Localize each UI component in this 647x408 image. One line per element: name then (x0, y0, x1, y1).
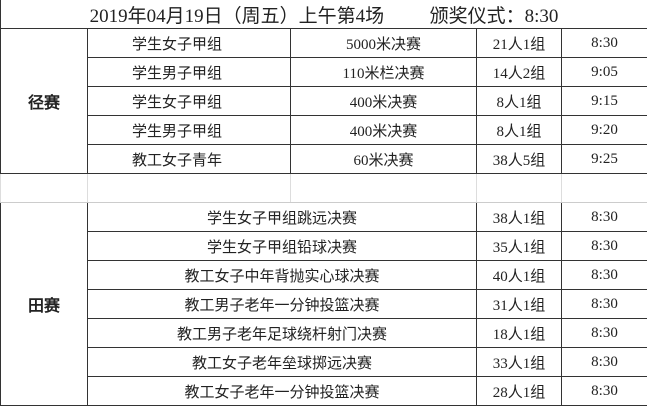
table-row: 田赛 学生女子甲组跳远决赛 38人1组 8:30 (0, 202, 647, 406)
schedule-title: 2019年04月19日（周五）上午第4场 颁奖仪式：8:30 (0, 0, 647, 29)
title-row: 2019年04月19日（周五）上午第4场 颁奖仪式：8:30 (0, 0, 647, 29)
entrants-cell: 35人1组 (476, 231, 562, 261)
group-cell: 教工女子青年 (87, 144, 291, 174)
table-row: 学生男子甲组 110米栏决赛 14人2组 9:05 (1, 57, 647, 87)
entrants-cell: 14人2组 (476, 57, 562, 87)
group-cell: 学生男子甲组 (87, 57, 291, 87)
table-row: 教工男子老年一分钟投篮决赛 31人1组 8:30 (1, 289, 647, 319)
event-cell: 教工男子老年足球绕杆射门决赛 (87, 318, 477, 348)
time-cell: 8:30 (560, 289, 647, 319)
table-row: 教工女子青年 60米决赛 38人5组 9:25 (1, 144, 647, 174)
entrants-cell: 28人1组 (476, 376, 562, 406)
table-row: 学生男子甲组 400米决赛 8人1组 9:20 (1, 115, 647, 145)
time-cell: 8:30 (560, 347, 647, 377)
field-section: 田赛 学生女子甲组跳远决赛 38人1组 8:30 学生女子甲组铅球决赛 35人1组 8:30… (0, 202, 647, 406)
time-cell: 8:30 (560, 260, 647, 290)
time-cell: 8:30 (560, 231, 647, 261)
event-cell: 110米栏决赛 (290, 57, 477, 87)
entrants-cell: 31人1组 (476, 289, 562, 319)
table-row: 径赛 学生女子甲组 5000米决赛 21人1组 8:30 (0, 28, 647, 174)
entrants-cell: 38人1组 (476, 202, 562, 232)
table-row: 教工男子老年足球绕杆射门决赛 18人1组 8:30 (1, 318, 647, 348)
category-label: 田赛 (0, 202, 88, 406)
group-cell: 学生男子甲组 (87, 115, 291, 145)
table-row: 教工女子老年垒球掷远决赛 33人1组 8:30 (1, 347, 647, 377)
entrants-cell: 33人1组 (476, 347, 562, 377)
entrants-cell: 8人1组 (476, 115, 562, 145)
time-cell: 8:30 (560, 28, 647, 58)
entrants-cell: 18人1组 (476, 318, 562, 348)
group-cell: 学生女子甲组 (87, 28, 291, 58)
event-cell: 400米决赛 (290, 86, 477, 116)
category-label: 径赛 (0, 28, 88, 174)
time-cell: 9:15 (560, 86, 647, 116)
event-cell: 教工女子老年垒球掷远决赛 (87, 347, 477, 377)
session-title: 2019年04月19日（周五）上午第4场 (89, 5, 385, 27)
time-cell: 9:05 (560, 57, 647, 87)
award-time: 颁奖仪式：8:30 (429, 5, 559, 27)
table-row: 学生女子甲组 400米决赛 8人1组 9:15 (1, 86, 647, 116)
entrants-cell: 40人1组 (476, 260, 562, 290)
event-cell: 400米决赛 (290, 115, 477, 145)
event-cell: 5000米决赛 (290, 28, 477, 58)
entrants-cell: 21人1组 (476, 28, 562, 58)
time-cell: 9:25 (560, 144, 647, 174)
table-row: 教工女子中年背抛实心球决赛 40人1组 8:30 (1, 260, 647, 290)
time-cell: 8:30 (560, 376, 647, 406)
table-row: 教工女子老年一分钟投篮决赛 28人1组 8:30 (1, 376, 647, 406)
spacer-row (0, 173, 647, 203)
time-cell: 8:30 (560, 318, 647, 348)
entrants-cell: 38人5组 (476, 144, 562, 174)
time-cell: 9:20 (560, 115, 647, 145)
table-row: 学生女子甲组铅球决赛 35人1组 8:30 (1, 231, 647, 261)
event-cell: 60米决赛 (290, 144, 477, 174)
event-cell: 教工男子老年一分钟投篮决赛 (87, 289, 477, 319)
track-section: 径赛 学生女子甲组 5000米决赛 21人1组 8:30 学生男子甲组 110米栏决赛 14人… (0, 28, 647, 174)
entrants-cell: 8人1组 (476, 86, 562, 116)
time-cell: 8:30 (560, 202, 647, 232)
group-cell: 学生女子甲组 (87, 86, 291, 116)
event-cell: 教工女子中年背抛实心球决赛 (87, 260, 477, 290)
event-cell: 教工女子老年一分钟投篮决赛 (87, 376, 477, 406)
event-cell: 学生女子甲组铅球决赛 (87, 231, 477, 261)
event-cell: 学生女子甲组跳远决赛 (87, 202, 477, 232)
